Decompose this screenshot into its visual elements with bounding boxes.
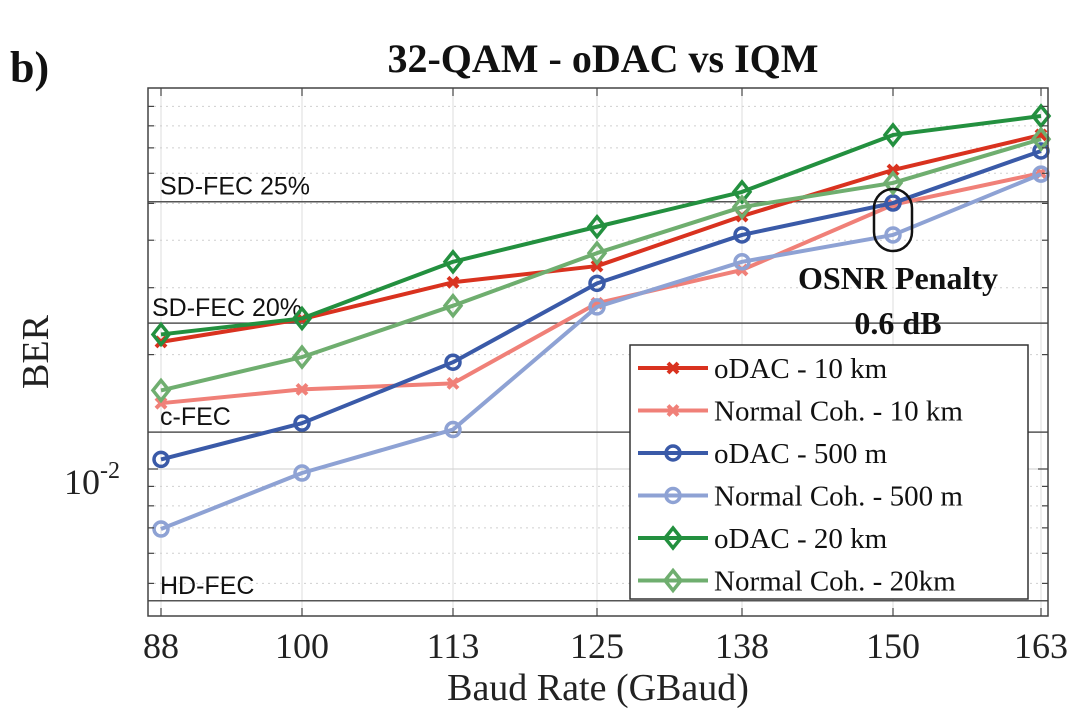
legend-label: oDAC - 10 km [714,353,888,385]
data-point [886,163,900,177]
data-point [150,377,172,404]
data-point [733,226,751,244]
x-tick-label: 113 [427,626,480,666]
fec-threshold-label: SD-FEC 25% [160,173,310,201]
x-axis-label: Baud Rate (GBaud) [447,667,749,709]
legend-box [629,344,1029,600]
annotation-ellipse [872,187,914,253]
data-point [590,259,604,273]
osnr-annotation: OSNR Penalty 0.6 dB [798,187,998,341]
plot-frame [147,87,1049,617]
data-point [152,450,170,469]
data-series [150,103,1052,538]
legend-marker [666,404,680,417]
legend-marker [664,486,682,505]
series-odac-500-m [152,142,1050,469]
legend-item: oDAC - 10 km [638,353,888,385]
data-point [882,122,904,148]
y-tick-base: 10 [64,462,100,502]
series-normal-coh-500-m [152,165,1050,538]
legend-label: Normal Coh. - 20km [714,566,956,598]
data-point [588,274,606,293]
data-point [152,520,170,538]
annotation-line-2: 0.6 dB [854,305,941,341]
x-tick-label: 138 [715,626,769,666]
legend-item: Normal Coh. - 10 km [638,396,963,428]
legend-item: Normal Coh. - 20km [638,566,956,598]
legend-label: oDAC - 500 m [714,438,888,470]
legend-marker [664,444,682,462]
fec-threshold-label: HD-FEC [160,572,254,600]
data-point [733,253,751,271]
data-point [1030,103,1052,129]
legend-item: Normal Coh. - 500 m [638,481,963,513]
data-point [442,248,464,275]
y-tick-exponent: -2 [100,458,120,484]
fec-threshold-label: c-FEC [160,403,231,431]
panel-label: b) [10,43,49,92]
x-tick-label: 125 [570,626,624,666]
series-line [160,114,1042,337]
data-point [291,344,313,370]
data-point [731,179,753,205]
legend-label: Normal Coh. - 10 km [714,396,963,428]
y-tick-label: 10-2 [64,458,120,502]
annotation-line-1: OSNR Penalty [798,260,998,296]
legend-marker [662,525,684,551]
fec-threshold-label: SD-FEC 20% [152,294,302,322]
axis-ticks [148,88,1048,616]
y-axis-label: BER [15,314,57,389]
legend-label: oDAC - 20 km [714,523,888,555]
series-line [160,137,1042,393]
x-tick-label: 88 [143,626,179,666]
data-point [446,376,460,390]
data-point [1030,126,1052,152]
legend: oDAC - 10 km Normal Coh. - 10 km oDAC - 50… [629,344,1029,600]
data-point [884,194,902,212]
series-line [160,149,1042,462]
data-point [295,382,309,396]
data-point [586,240,608,266]
legend-item: oDAC - 20 km [638,523,888,555]
x-tick-label: 100 [275,626,329,666]
x-tick-label: 150 [866,626,920,666]
data-point [444,353,462,371]
data-point [291,305,313,332]
series-normal-coh-20km [150,126,1052,404]
svg-text:10-2: 10-2 [64,458,120,502]
x-tick-labels: 88 100 113 125 138 150 163 [143,626,1068,666]
data-point [293,464,311,482]
data-point [882,170,904,196]
x-tick-label: 163 [1014,626,1068,666]
data-point [444,420,462,439]
data-point [442,292,464,319]
legend-label: Normal Coh. - 500 m [714,481,963,513]
legend-marker [666,361,680,375]
legend-item: oDAC - 500 m [638,438,888,470]
data-point [884,226,902,244]
data-point [446,275,460,289]
data-point [293,414,311,432]
series-odac-20-km [150,103,1052,348]
data-point [586,213,608,240]
legend-marker [662,567,684,594]
data-point [150,321,172,348]
data-point [588,298,606,316]
chart-title: 32-QAM - oDAC vs IQM [387,36,818,81]
series-line [160,172,1042,531]
data-point [731,194,753,220]
